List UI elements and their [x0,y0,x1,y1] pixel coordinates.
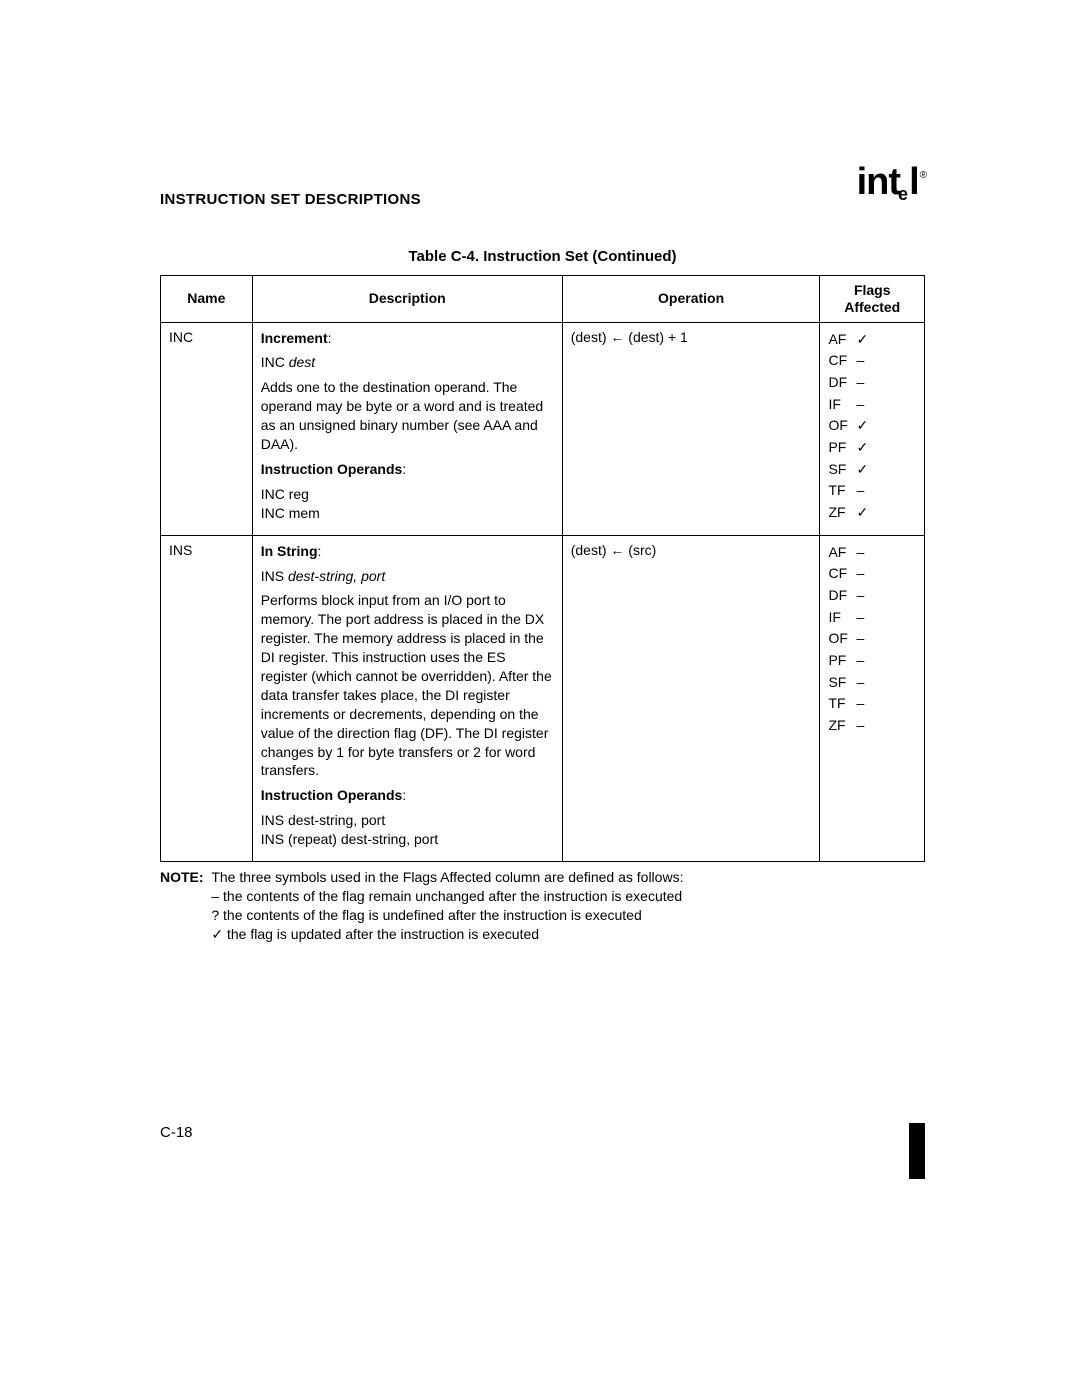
cell-description: In String: INS dest-string, port Perform… [252,535,562,861]
flag-row: SF– [828,672,916,694]
table-caption: Table C-4. Instruction Set (Continued) [160,248,925,265]
flag-row: CF– [828,350,916,372]
cell-description: Increment: INC dest Adds one to the dest… [252,322,562,535]
logo-sub: e [898,184,907,204]
note-line-2: ? the contents of the flag is undefined … [211,906,683,925]
operands-list: INS dest-string, port INS (repeat) dest-… [261,811,554,849]
cell-name: INC [161,322,253,535]
flag-row: TF– [828,480,916,502]
note-intro: The three symbols used in the Flags Affe… [211,868,683,887]
logo-text: int [857,161,900,203]
col-header-flags: Flags Affected [820,276,925,323]
cell-flags: AF✓CF–DF–IF–OF✓PF✓SF✓TF–ZF✓ [820,322,925,535]
flag-row: IF– [828,607,916,629]
flag-row: ZF✓ [828,502,916,524]
flag-row: SF✓ [828,459,916,481]
instruction-table: Name Description Operation Flags Affecte… [160,275,925,862]
flags-list-0: AF✓CF–DF–IF–OF✓PF✓SF✓TF–ZF✓ [828,329,916,524]
flag-row: PF✓ [828,437,916,459]
flag-row: ZF– [828,715,916,737]
table-row: INS In String: INS dest-string, port Per… [161,535,925,861]
syntax-prefix: INC [261,354,289,370]
cell-name: INS [161,535,253,861]
note-block: NOTE: The three symbols used in the Flag… [160,868,925,944]
desc-title: In String [261,543,318,559]
note-label: NOTE: [160,869,204,885]
flag-row: PF– [828,650,916,672]
flag-row: OF✓ [828,415,916,437]
col-header-name: Name [161,276,253,323]
intel-logo: intel® [857,161,925,204]
col-header-operation: Operation [562,276,820,323]
flag-row: AF– [828,542,916,564]
flags-list-1: AF–CF–DF–IF–OF–PF–SF–TF–ZF– [828,542,916,737]
cell-operation: (dest) ← (src) [562,535,820,861]
desc-body: Adds one to the destination operand. The… [261,378,554,454]
desc-title: Increment [261,330,328,346]
flag-row: CF– [828,563,916,585]
flag-row: TF– [828,693,916,715]
cell-flags: AF–CF–DF–IF–OF–PF–SF–TF–ZF– [820,535,925,861]
col-header-description: Description [252,276,562,323]
desc-body: Performs block input from an I/O port to… [261,591,554,780]
page-number: C-18 [160,1124,193,1141]
operands-label: Instruction Operands [261,461,403,477]
syntax-prefix: INS [261,568,288,584]
section-title: INSTRUCTION SET DESCRIPTIONS [160,191,421,208]
cell-operation: (dest) ← (dest) + 1 [562,322,820,535]
thumb-index-mark [909,1123,925,1179]
table-row: INC Increment: INC dest Adds one to the … [161,322,925,535]
registered-icon: ® [920,170,926,181]
note-line-3: ✓ the flag is updated after the instruct… [211,925,683,944]
operands-label: Instruction Operands [261,787,403,803]
syntax-operand: dest [289,354,315,370]
flag-row: OF– [828,628,916,650]
flag-row: DF– [828,372,916,394]
note-line-1: – the contents of the flag remain unchan… [211,887,683,906]
flag-row: IF– [828,394,916,416]
flag-row: DF– [828,585,916,607]
syntax-operand: dest-string, port [288,568,385,584]
logo-sub2: l [909,161,919,203]
operands-list: INC reg INC mem [261,485,554,523]
flag-row: AF✓ [828,329,916,351]
